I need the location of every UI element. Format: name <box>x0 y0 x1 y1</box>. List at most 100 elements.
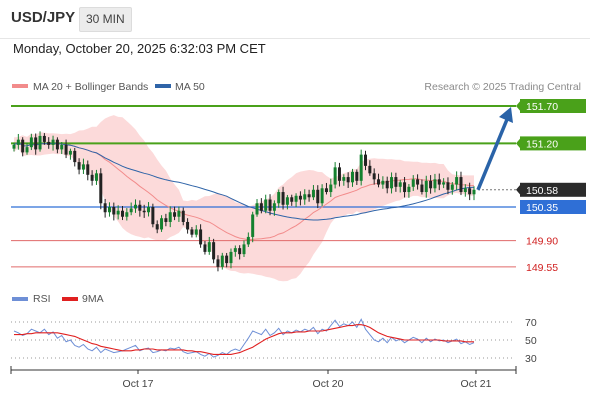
candle-body <box>264 199 268 211</box>
candle <box>268 194 272 216</box>
candle <box>116 205 120 220</box>
candle <box>303 189 307 205</box>
candle-body <box>329 184 333 193</box>
candle-body <box>394 177 398 187</box>
rsi-tick-70: 70 <box>525 317 537 329</box>
ma20-legend-swatch <box>12 84 28 88</box>
candle-body <box>446 182 450 190</box>
candle <box>77 158 81 175</box>
pivot-label: 150.35 <box>520 200 586 214</box>
target-1-label-box <box>520 136 586 151</box>
candle <box>173 206 177 221</box>
candle <box>160 215 164 232</box>
candle-body <box>433 179 437 189</box>
candle-body <box>455 177 459 185</box>
candle-body <box>459 177 463 193</box>
candle <box>394 172 398 192</box>
candle <box>450 182 454 195</box>
candle <box>86 160 90 181</box>
candle-body <box>463 188 467 193</box>
candle-body <box>272 203 276 211</box>
candle <box>420 179 424 195</box>
rsi-ma-legend-swatch <box>62 297 78 301</box>
candle-body <box>229 251 233 264</box>
time-tick-label-2: Oct 21 <box>461 378 492 390</box>
rsi-ma-line <box>14 324 474 355</box>
candle-body <box>90 174 94 181</box>
candle <box>155 220 159 234</box>
candle-body <box>64 144 68 155</box>
candle-body <box>424 180 428 193</box>
candle-body <box>468 188 472 195</box>
candle-body <box>186 221 190 230</box>
candle-body <box>86 164 90 175</box>
candle-body <box>238 248 242 255</box>
level-labels: 151.70 151.20 150.58 150.35 149.90 149.55 <box>516 99 586 274</box>
candle <box>337 162 341 187</box>
candle <box>125 208 129 221</box>
timeframe-button[interactable]: 30 MIN <box>79 7 132 32</box>
candle-body <box>220 255 224 267</box>
candle <box>311 185 315 201</box>
candle-body <box>320 188 324 204</box>
rsi-legend-label: RSI <box>33 293 51 305</box>
candle <box>290 194 294 206</box>
candle-body <box>242 244 246 255</box>
credit-text: Research © 2025 Trading Central <box>424 81 581 93</box>
candle-body <box>346 177 350 183</box>
candle <box>203 241 207 255</box>
candle <box>411 175 415 191</box>
candle-body <box>355 171 359 181</box>
candle <box>298 191 302 206</box>
candle <box>81 158 85 175</box>
candle-body <box>311 189 315 198</box>
support-2-label-text: 149.55 <box>526 262 558 274</box>
candle <box>307 189 311 202</box>
pivot-label-box <box>520 200 586 214</box>
candle <box>90 170 94 186</box>
candle-body <box>55 139 59 150</box>
candle-body <box>316 189 320 204</box>
candle-body <box>333 167 337 185</box>
candle <box>403 177 407 198</box>
candle <box>68 148 72 160</box>
candle-body <box>34 137 38 150</box>
candle-body <box>359 154 363 181</box>
candle-body <box>372 173 376 180</box>
candle-body <box>298 195 302 200</box>
candle-body <box>251 214 255 237</box>
candle <box>281 186 285 210</box>
candle-body <box>225 255 229 264</box>
candle <box>21 137 25 157</box>
candle <box>147 202 151 217</box>
support-1-label-text: 149.90 <box>526 236 558 248</box>
candle-body <box>164 218 168 222</box>
candle <box>294 193 298 208</box>
candle <box>212 238 216 264</box>
candle <box>385 176 389 194</box>
candles <box>12 131 476 272</box>
candle-body <box>337 167 341 181</box>
candle <box>99 168 103 210</box>
rsi-panel: 70 50 30 <box>11 317 537 365</box>
candle-body <box>411 179 415 187</box>
candle <box>390 172 394 194</box>
support-1-label: 149.90 <box>526 236 558 248</box>
ma50-legend-swatch <box>155 84 171 88</box>
candle <box>424 175 428 198</box>
ma20-legend-label: MA 20 + Bollinger Bands <box>33 81 148 93</box>
candle <box>416 174 420 190</box>
candle-body <box>60 144 64 150</box>
candle <box>151 203 155 228</box>
forecast-arrow-shaft <box>476 116 510 191</box>
candle <box>255 199 259 217</box>
candle <box>264 194 268 214</box>
candle-body <box>99 173 103 204</box>
candle-body <box>12 144 16 149</box>
candle-body <box>47 141 51 145</box>
candle <box>220 252 224 270</box>
candle <box>194 225 198 238</box>
candle-body <box>203 244 207 252</box>
candle-body <box>259 203 263 211</box>
candle <box>342 174 346 186</box>
